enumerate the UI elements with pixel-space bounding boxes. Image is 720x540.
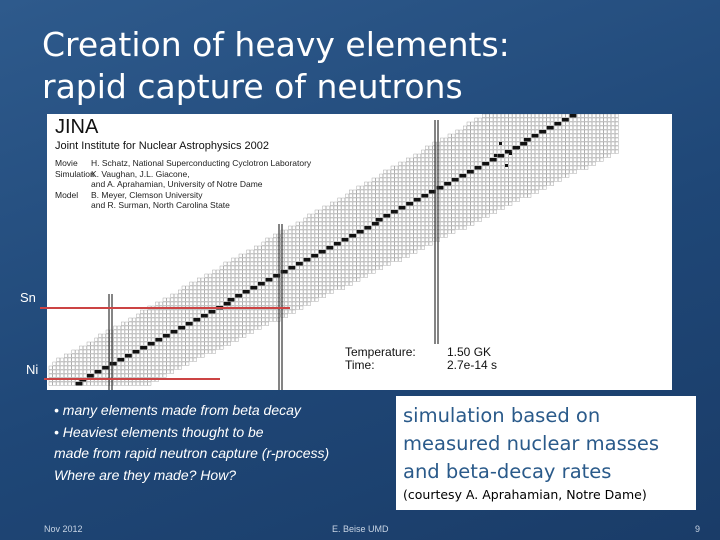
ni-marker-line [44,378,220,380]
slide-title: Creation of heavy elements: rapid captur… [42,24,510,108]
simulation-status: Temperature: 1.50 GK Time: 2.7e-14 s [345,346,497,372]
bullet-item: • many elements made from beta decay [54,402,301,418]
footer-author: E. Beise UMD [332,524,389,534]
credit-row: and A. Aprahamian, University of Notre D… [91,179,263,189]
sn-marker-line [40,307,290,309]
ni-label: Ni [26,362,39,377]
credit-row: Model B. Meyer, Clemson University [55,189,203,200]
note-credit: (courtesy A. Aprahamian, Notre Dame) [403,487,647,502]
temperature-label: Temperature: [345,345,416,359]
nuclide-grid [48,114,619,390]
bullet-item: made from rapid neutron capture (r-proce… [54,445,330,461]
footer-page-number: 9 [695,524,701,534]
title-line-1: Creation of heavy elements: [42,25,510,64]
nuclide-chart-figure: JINA Joint Institute for Nuclear Astroph… [47,114,672,390]
credit-row: and R. Surman, North Carolina State [91,200,230,210]
time-value: 2.7e-14 s [447,358,498,372]
credit-row: Movie H. Schatz, National Superconducting… [55,158,312,168]
note-text: simulation based on measured nuclear mas… [403,404,660,483]
credit-row: Simulation K. Vaughan, J.L. Giacone, [55,168,190,179]
time-label: Time: [345,358,375,372]
footer-date: Nov 2012 [44,524,83,534]
simulation-note-box: simulation based on measured nuclear mas… [396,396,696,510]
title-line-2: rapid capture of neutrons [42,67,463,106]
jina-logo: JINA [55,116,99,138]
bullet-item: Where are they made? How? [54,466,237,483]
figure-credits: Movie H. Schatz, National Superconducting… [55,158,311,211]
bullet-list: • many elements made from beta decay • H… [54,400,374,486]
sn-label: Sn [20,290,36,305]
figure-subtitle: Joint Institute for Nuclear Astrophysics… [55,140,269,152]
bullet-item: • Heaviest elements thought to be [54,423,264,440]
temperature-value: 1.50 GK [447,345,492,359]
